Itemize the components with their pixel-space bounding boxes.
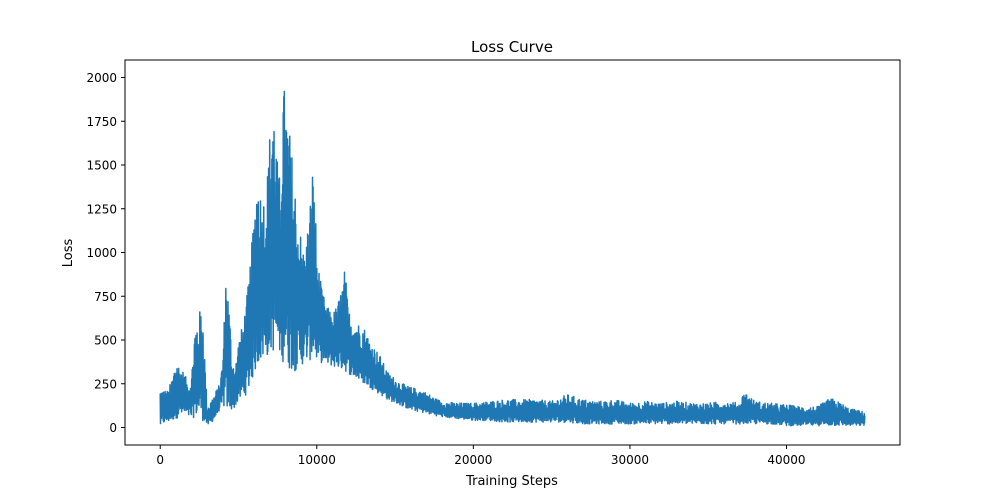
y-tick-label: 1750 [86, 115, 117, 129]
x-axis: 0 10000 20000 30000 40000 [156, 445, 806, 467]
x-axis-label: Training Steps [465, 474, 558, 489]
y-tick-label: 1000 [86, 246, 117, 260]
x-tick-label: 0 [156, 453, 164, 467]
x-tick-label: 10000 [298, 453, 336, 467]
x-tick-label: 40000 [767, 453, 805, 467]
y-tick-label: 1500 [86, 159, 117, 173]
y-axis-label: Loss [61, 239, 76, 268]
plot-area [159, 90, 866, 427]
y-tick-label: 250 [94, 377, 117, 391]
y-tick-label: 750 [94, 290, 117, 304]
y-tick-label: 1250 [86, 202, 117, 216]
y-tick-label: 0 [109, 421, 117, 435]
y-tick-label: 2000 [86, 71, 117, 85]
x-tick-label: 30000 [611, 453, 649, 467]
loss-series-line [159, 90, 866, 427]
y-tick-label: 500 [94, 334, 117, 348]
y-axis: 0 250 500 750 1000 1250 1500 1750 2000 [86, 71, 125, 435]
chart-title: Loss Curve [471, 38, 553, 56]
x-tick-label: 20000 [454, 453, 492, 467]
